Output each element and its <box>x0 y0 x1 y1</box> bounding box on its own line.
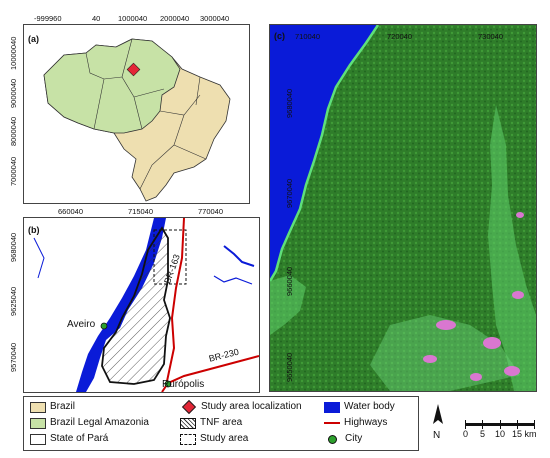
legend-line-icon <box>324 422 340 424</box>
panel-c-y-tick: 9650040 <box>285 352 294 382</box>
panel-a-x-tick: 40 <box>92 14 101 23</box>
panel-a-x-tick: 3000040 <box>200 14 230 23</box>
legend-label: Water body <box>344 401 395 412</box>
legend-label: City <box>345 433 363 444</box>
city-label-ruropolis: Rurópolis <box>162 379 205 390</box>
legend-item-tnf: TNF area <box>180 417 242 429</box>
legend-item-study-area: Study area <box>180 433 248 445</box>
panel-a-brazil-map <box>23 24 250 204</box>
legend-swatch-para <box>30 433 46 445</box>
panel-a-x-tick: -999960 <box>34 14 62 23</box>
scale-label: 5 <box>480 429 486 439</box>
panel-b-y-tick: 9570040 <box>9 342 18 372</box>
scale-label: 15 km <box>512 429 537 439</box>
satellite-image-svg <box>270 25 536 391</box>
north-arrow-icon <box>433 404 443 424</box>
legend-label: Brazil Legal Amazonia <box>50 417 149 428</box>
legend-label: Study area localization <box>201 401 302 412</box>
legend-swatch-brazil <box>30 401 46 413</box>
north-arrow-and-scale: N 0 5 10 15 km <box>425 398 545 448</box>
panel-c-x-tick: 730040 <box>478 32 504 41</box>
scale-label: 0 <box>463 429 469 439</box>
legend-diamond-icon <box>181 399 197 415</box>
panel-a-y-tick: 7000040 <box>9 156 18 186</box>
highway-br-230 <box>165 355 259 385</box>
panel-c-satellite-image <box>269 24 537 392</box>
panel-c-label: (c) <box>274 31 285 41</box>
legend-swatch-amazonia <box>30 417 46 429</box>
map-legend: Brazil Brazil Legal Amazonia State of Pa… <box>23 396 419 451</box>
legal-amazonia-shape <box>43 38 181 134</box>
legend-item-study-loc: Study area localization <box>180 399 302 415</box>
study-area-marker <box>126 62 141 77</box>
panel-b-label: (b) <box>28 225 40 235</box>
panel-c-y-tick: 9680040 <box>285 88 294 118</box>
study-region-svg <box>33 218 259 392</box>
legend-label: Highways <box>344 417 388 428</box>
panel-b-x-tick: 770040 <box>198 207 224 216</box>
panel-b-y-tick: 9625040 <box>9 286 18 316</box>
legend-item-water: Water body <box>324 401 395 413</box>
north-label: N <box>433 430 441 441</box>
legend-item-brazil: Brazil <box>30 401 75 413</box>
river-water-body <box>76 218 166 392</box>
north-arrow-scale-svg <box>433 404 535 429</box>
tnf-area <box>101 226 171 385</box>
city-ruropolis-dot <box>164 380 172 388</box>
legend-swatch-water <box>324 401 340 413</box>
legend-dashed-icon <box>180 433 196 445</box>
panel-a-y-tick: 10000040 <box>9 36 18 70</box>
panel-a-y-tick: 8000040 <box>9 116 18 146</box>
scale-label: 10 <box>495 429 506 439</box>
panel-c-y-tick: 9670040 <box>285 178 294 208</box>
panel-c-y-tick: 9660040 <box>285 266 294 296</box>
panel-a-x-tick: 2000040 <box>160 14 190 23</box>
legend-label: TNF area <box>200 417 243 428</box>
legend-label: Study area <box>200 433 249 444</box>
brazil-map-svg <box>43 38 231 202</box>
legend-item-amazonia: Brazil Legal Amazonia <box>30 417 149 429</box>
panel-b-x-tick: 715040 <box>128 207 154 216</box>
legend-city-icon <box>328 434 337 444</box>
legend-item-para: State of Pará <box>30 433 108 445</box>
city-aveiro-dot <box>100 322 108 330</box>
panel-b-study-region-map <box>23 217 260 393</box>
panel-a-x-tick: 1000040 <box>118 14 148 23</box>
legend-item-highways: Highways <box>324 417 387 429</box>
water-body-large <box>270 25 378 281</box>
panel-a-y-tick: 9000040 <box>9 78 18 108</box>
panel-c-x-tick: 710040 <box>295 32 321 41</box>
city-label-aveiro: Aveiro <box>67 319 96 330</box>
legend-hatch-icon <box>180 417 196 429</box>
panel-c-x-tick: 720040 <box>387 32 413 41</box>
legend-label: State of Pará <box>50 433 109 444</box>
panel-a-label: (a) <box>28 34 39 44</box>
legend-label: Brazil <box>50 401 76 412</box>
study-area-outline <box>153 229 187 285</box>
panel-b-y-tick: 9680040 <box>9 232 18 262</box>
legend-item-city: City <box>324 433 362 445</box>
panel-b-x-tick: 660040 <box>58 207 84 216</box>
